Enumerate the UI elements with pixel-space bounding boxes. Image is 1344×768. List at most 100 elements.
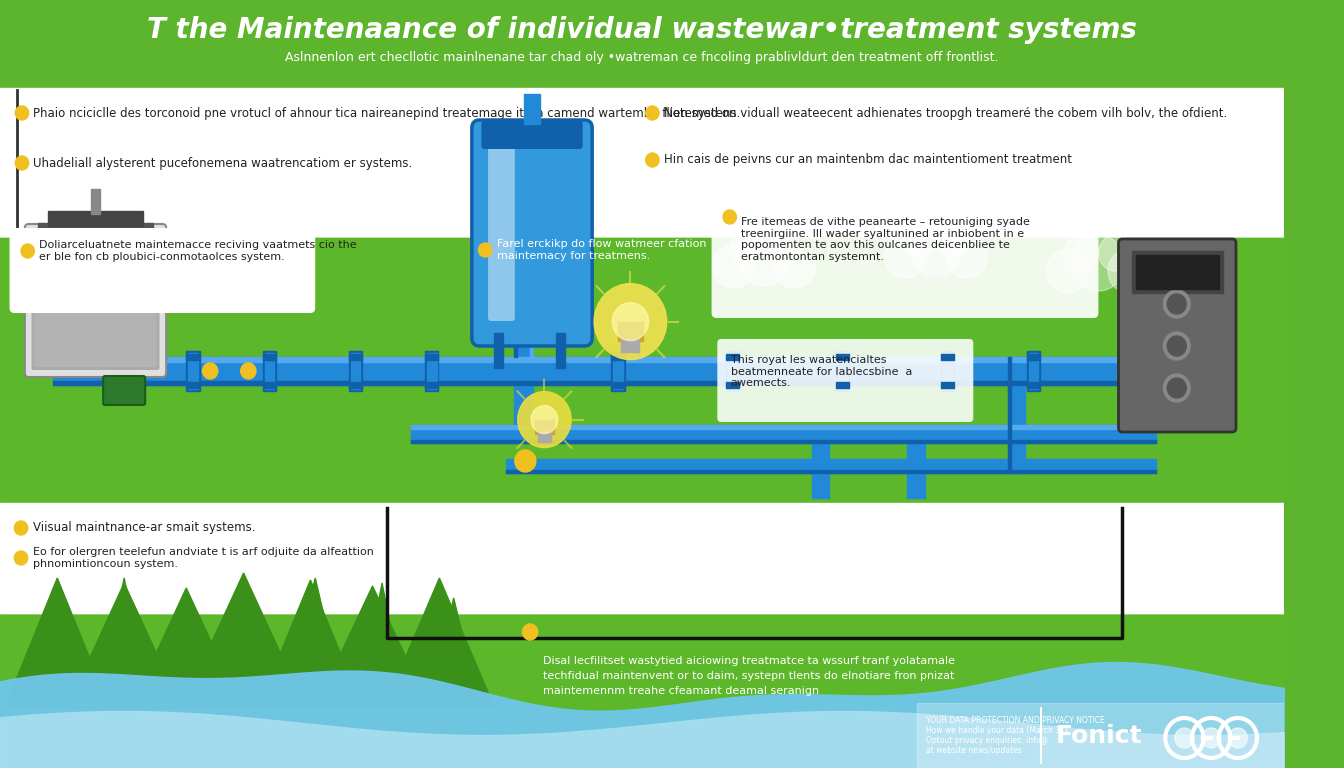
Circle shape (1164, 332, 1191, 360)
Text: Aslnnenlon ert checllotic mainlnenane tar chad oly •watreman ce fncoling prabliv: Aslnnenlon ert checllotic mainlnenane ta… (285, 51, 999, 65)
Text: Viisual maintnance-ar smait systems.: Viisual maintnance-ar smait systems. (34, 521, 255, 535)
FancyBboxPatch shape (24, 224, 167, 377)
Bar (535, 419, 554, 434)
Bar (0, 0, 1284, 88)
FancyBboxPatch shape (1118, 239, 1236, 432)
Bar (262, 382, 276, 388)
Bar (0, 238, 1284, 503)
Bar (917, 703, 1284, 768)
Bar (621, 339, 640, 352)
Polygon shape (425, 578, 482, 708)
Circle shape (517, 392, 571, 448)
Bar (1132, 251, 1223, 293)
Circle shape (910, 220, 962, 276)
Text: Phaio nciciclle des torconoid pne vrotucl of ahnour tica naireanepind treatemage: Phaio nciciclle des torconoid pne vrotuc… (34, 107, 741, 120)
Bar (726, 382, 739, 388)
Bar (411, 425, 1156, 443)
Bar (163, 246, 191, 258)
Polygon shape (5, 578, 110, 708)
Polygon shape (130, 588, 242, 708)
Text: Hin cais de peivns cur an maintenbm dac maintentioment treatment: Hin cais de peivns cur an maintenbm dac … (664, 154, 1071, 167)
Polygon shape (78, 592, 171, 686)
Circle shape (15, 106, 28, 120)
Circle shape (15, 521, 28, 535)
Bar (941, 354, 954, 360)
Bar (941, 351, 954, 391)
Bar (348, 382, 362, 388)
Circle shape (712, 244, 754, 288)
Bar (507, 470, 1156, 473)
Bar (38, 223, 153, 258)
Circle shape (15, 551, 28, 565)
Polygon shape (298, 601, 332, 683)
Bar (1136, 255, 1219, 289)
Bar (411, 440, 1156, 443)
FancyBboxPatch shape (103, 376, 145, 405)
Circle shape (884, 234, 926, 278)
Circle shape (1164, 290, 1191, 318)
Bar (187, 351, 200, 391)
Bar (348, 351, 362, 391)
Polygon shape (395, 588, 484, 686)
Bar (726, 354, 739, 360)
Text: How we handle your data (March 31): How we handle your data (March 31) (926, 726, 1068, 735)
Polygon shape (31, 603, 83, 708)
Bar (618, 322, 644, 340)
Bar (836, 382, 849, 388)
Bar (91, 189, 101, 214)
Circle shape (1164, 374, 1191, 402)
Circle shape (1047, 249, 1089, 293)
Polygon shape (230, 583, 277, 708)
Bar (493, 333, 504, 368)
Circle shape (203, 363, 218, 379)
Polygon shape (269, 590, 352, 686)
Circle shape (774, 244, 816, 288)
Bar (52, 357, 1208, 385)
Polygon shape (181, 573, 305, 708)
Bar (0, 238, 1284, 613)
Circle shape (1175, 728, 1193, 748)
Bar (124, 305, 128, 385)
Bar (513, 385, 534, 425)
Bar (425, 382, 438, 388)
Circle shape (1167, 336, 1187, 356)
Bar (513, 227, 516, 357)
FancyBboxPatch shape (711, 198, 1098, 318)
Bar (524, 94, 540, 124)
Text: YOUR DATA PROTECTION AND PRIVACY NOTICE: YOUR DATA PROTECTION AND PRIVACY NOTICE (926, 716, 1105, 725)
Bar (427, 353, 437, 389)
Text: This royat les waatencialtes
beatmenneate for lablecsbine  a
awemects.: This royat les waatencialtes beatmenneat… (731, 355, 913, 388)
Bar (262, 351, 276, 391)
Circle shape (738, 230, 790, 286)
Bar (52, 357, 1208, 362)
Circle shape (1107, 249, 1150, 293)
FancyBboxPatch shape (481, 121, 583, 149)
Circle shape (22, 244, 35, 258)
Polygon shape (316, 586, 430, 708)
Bar (907, 438, 925, 498)
Polygon shape (16, 588, 98, 686)
Polygon shape (157, 593, 215, 708)
Bar (348, 354, 362, 360)
Circle shape (1071, 235, 1125, 291)
Bar (265, 353, 274, 389)
Circle shape (241, 363, 255, 379)
Bar (613, 353, 622, 389)
Circle shape (1098, 235, 1133, 271)
Bar (187, 354, 200, 360)
Bar (538, 432, 551, 442)
Bar (188, 353, 198, 389)
Polygon shape (258, 580, 363, 708)
Polygon shape (292, 598, 339, 708)
Bar (1027, 351, 1040, 391)
Polygon shape (142, 596, 230, 686)
Bar (1027, 382, 1040, 388)
Bar (530, 227, 534, 357)
Polygon shape (384, 578, 495, 708)
Circle shape (765, 230, 798, 266)
Bar (1008, 357, 1011, 473)
Circle shape (645, 106, 659, 120)
FancyBboxPatch shape (718, 339, 973, 422)
Text: Farel erckikp do flow watmeer cfation
maintemacy for treatmens.: Farel erckikp do flow watmeer cfation ma… (497, 239, 706, 261)
Polygon shape (165, 597, 207, 683)
